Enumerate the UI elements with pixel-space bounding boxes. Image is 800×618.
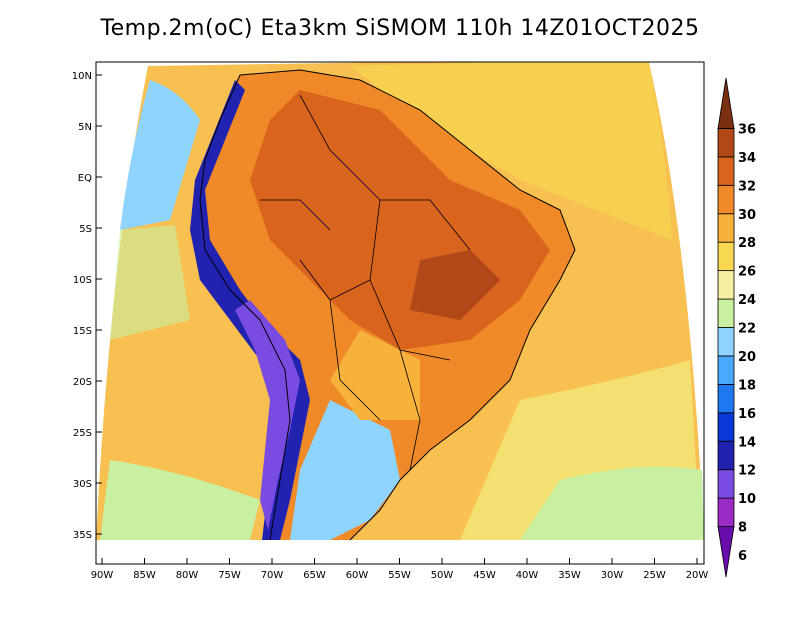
ocean-pacific-cool bbox=[120, 80, 200, 230]
lon-tick-label: 40W bbox=[516, 570, 539, 581]
colorbar-segment bbox=[717, 156, 735, 186]
colorbar-segment bbox=[717, 270, 735, 300]
colorbar-segment bbox=[717, 184, 735, 215]
country-borders bbox=[260, 94, 471, 471]
ocean-cool-south bbox=[520, 466, 704, 540]
colorbar-label: 32 bbox=[738, 179, 756, 194]
colorbar-label: 36 bbox=[738, 122, 756, 137]
colorbar: 6 8 10 12 14 16 18 20 22 24 26 28 30 32 34 36 bbox=[717, 77, 756, 578]
colorbar-segment bbox=[717, 298, 735, 328]
colorbar-label: 14 bbox=[738, 435, 756, 450]
lon-tick-label: 80W bbox=[176, 570, 199, 581]
southern-green bbox=[330, 330, 420, 420]
lon-tick-label: 20W bbox=[686, 570, 709, 581]
lat-tick-label: 25S bbox=[73, 428, 92, 439]
lat-tick-label: EQ bbox=[78, 173, 92, 184]
lon-tick-label: 25W bbox=[643, 570, 666, 581]
lon-tick-label: 75W bbox=[218, 570, 241, 581]
colorbar-label: 28 bbox=[738, 236, 756, 251]
colorbar-label: 16 bbox=[738, 407, 756, 422]
colorbar-label: 24 bbox=[738, 293, 756, 308]
ocean-pacific-green bbox=[110, 225, 190, 340]
colorbar-segment bbox=[717, 128, 735, 158]
lat-tick-label: 5S bbox=[79, 224, 92, 235]
colorbar-segment bbox=[717, 213, 735, 243]
andes-coldest bbox=[235, 300, 300, 530]
lon-tick-label: 70W bbox=[261, 570, 284, 581]
colorbar-segment bbox=[717, 412, 735, 442]
colorbar-label: 18 bbox=[738, 378, 756, 393]
colorbar-segment bbox=[717, 440, 735, 471]
lon-tick-label: 50W bbox=[431, 570, 454, 581]
lat-tick-label: 5N bbox=[78, 122, 92, 133]
lat-tick-label: 10N bbox=[72, 71, 92, 82]
colorbar-segment bbox=[717, 327, 735, 357]
ocean-pacific-south bbox=[100, 460, 260, 540]
map-title: Temp.2m(oC) Eta3km SiSMOM 110h 14Z01OCT2… bbox=[100, 16, 700, 41]
lat-tick-label: 30S bbox=[73, 479, 92, 490]
colorbar-segment bbox=[717, 497, 735, 527]
lon-tick-label: 55W bbox=[388, 570, 411, 581]
colorbar-label: 12 bbox=[738, 464, 756, 479]
lat-tick-label: 20S bbox=[73, 377, 92, 388]
colorbar-label: 34 bbox=[738, 151, 756, 166]
lon-tick-label: 65W bbox=[303, 570, 326, 581]
longitude-axis: 90W 85W 80W 75W 70W 65W 60W 55W 50W 45W 40W 35W 30W 2… bbox=[91, 558, 709, 581]
coastline bbox=[199, 69, 576, 541]
map-field bbox=[96, 62, 704, 564]
lon-tick-label: 30W bbox=[601, 570, 624, 581]
lon-tick-label: 60W bbox=[346, 570, 369, 581]
ocean-atlantic-north bbox=[350, 62, 672, 240]
colorbar-label: 26 bbox=[738, 265, 756, 280]
colorbar-segment bbox=[717, 77, 735, 129]
colorbar-label: 6 bbox=[738, 549, 747, 564]
lon-tick-label: 85W bbox=[133, 570, 156, 581]
colorbar-segment bbox=[717, 355, 735, 385]
colorbar-segment bbox=[717, 383, 735, 414]
lat-tick-label: 15S bbox=[73, 326, 92, 337]
colorbar-label: 8 bbox=[738, 521, 747, 536]
lon-tick-label: 35W bbox=[558, 570, 581, 581]
interior-hottest bbox=[410, 250, 500, 320]
lon-tick-label: 45W bbox=[473, 570, 496, 581]
lon-tick-label: 90W bbox=[91, 570, 114, 581]
latitude-axis: 10N 5N EQ 5S 10S 15S 20S 25S 30S 35S bbox=[72, 71, 102, 541]
lat-tick-label: 10S bbox=[73, 275, 92, 286]
colorbar-segment bbox=[717, 526, 735, 578]
southern-cool bbox=[290, 400, 400, 540]
colorbar-label: 20 bbox=[738, 350, 756, 365]
colorbar-label: 10 bbox=[738, 492, 756, 507]
colorbar-label: 22 bbox=[738, 322, 756, 337]
colorbar-label: 30 bbox=[738, 208, 756, 223]
colorbar-segment bbox=[717, 241, 735, 272]
colorbar-segment bbox=[717, 469, 735, 499]
lat-tick-label: 35S bbox=[73, 530, 92, 541]
